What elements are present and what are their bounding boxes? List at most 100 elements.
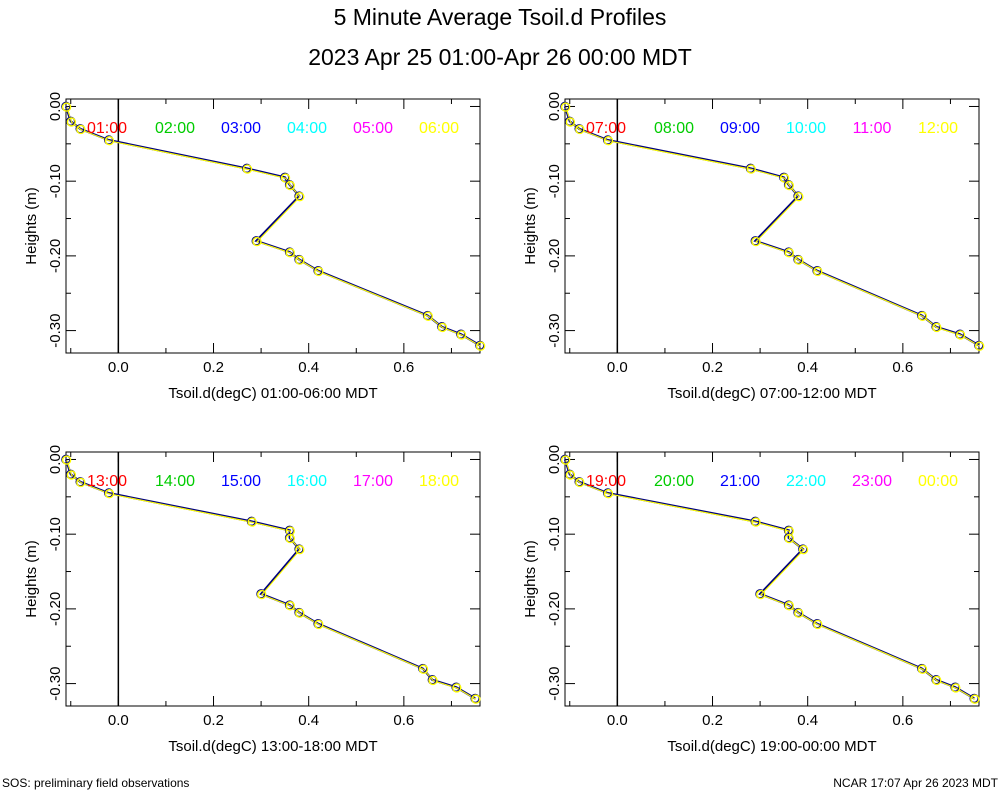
data-point <box>932 675 942 686</box>
plot-panel-4: 0.0 0.2 0.4 0.6 0.00 -0.10 -0.20 -0.30 Tsoil.d(d… <box>522 445 980 755</box>
x-tick-label: 0.2 <box>203 359 224 376</box>
x-tick-label: 0.4 <box>298 712 319 729</box>
y-axis-label: Heights (m) <box>23 187 40 265</box>
x-tick-label: 0.4 <box>298 359 319 376</box>
y-tick-label: 0.00 <box>47 445 64 474</box>
y-tick-label: -0.20 <box>546 592 563 626</box>
data-point <box>951 683 961 693</box>
data-point <box>813 266 823 277</box>
y-tick-label: 0.00 <box>47 92 64 121</box>
legend-hour-label: 10:00 <box>786 120 826 137</box>
legend-hour-label: 19:00 <box>586 473 626 490</box>
profile-line-dark <box>64 459 476 700</box>
profile-line <box>565 460 976 700</box>
plot-frame <box>65 451 481 707</box>
data-point <box>560 102 571 112</box>
data-point <box>575 124 585 135</box>
data-point <box>917 664 928 674</box>
y-axis-label: Heights (m) <box>23 540 40 618</box>
profile-line-dark <box>563 106 980 347</box>
data-point <box>475 341 486 351</box>
legend-hour-label: 01:00 <box>87 120 127 137</box>
data-point <box>66 470 77 480</box>
profile-line-dark <box>563 459 975 700</box>
x-tick-label: 0.6 <box>892 359 913 376</box>
y-tick-label: -0.10 <box>47 517 64 551</box>
y-tick-label: -0.10 <box>546 164 563 198</box>
footer-timestamp: NCAR 17:07 Apr 26 2023 MDT <box>833 776 998 790</box>
data-point <box>784 533 794 544</box>
data-point <box>452 683 462 693</box>
x-axis-label: Tsoil.d(degC) 07:00-12:00 MDT <box>667 385 876 402</box>
legend-hour-label: 12:00 <box>918 120 958 137</box>
data-point <box>285 180 295 191</box>
y-tick-label: -0.30 <box>546 313 563 347</box>
x-tick-label: 0.2 <box>702 359 723 376</box>
legend-hour-label: 00:00 <box>918 473 958 490</box>
data-point <box>61 455 72 465</box>
data-point <box>746 164 756 174</box>
x-axis-label: Tsoil.d(degC) 13:00-18:00 MDT <box>168 738 377 755</box>
data-point <box>66 117 77 127</box>
data-point <box>252 236 262 247</box>
data-point <box>247 517 257 527</box>
x-tick-label: 0.4 <box>797 712 818 729</box>
x-tick-label: 0.6 <box>892 712 913 729</box>
data-point <box>794 608 804 618</box>
data-point <box>257 589 267 600</box>
data-point <box>798 545 809 555</box>
data-point <box>917 311 928 321</box>
y-tick-label: -0.20 <box>47 592 64 626</box>
legend-hour-label: 14:00 <box>155 473 195 490</box>
x-tick-label: 0.2 <box>702 712 723 729</box>
data-point <box>603 488 614 499</box>
plot-frame <box>564 98 980 354</box>
data-point <box>565 117 576 127</box>
legend-hour-label: 16:00 <box>287 473 327 490</box>
x-tick-label: 0.6 <box>393 359 414 376</box>
x-tick-label: 0.0 <box>607 359 628 376</box>
data-point <box>242 164 253 174</box>
data-point <box>974 341 985 351</box>
x-axis-label: Tsoil.d(degC) 01:00-06:00 MDT <box>168 385 377 402</box>
legend-hour-label: 07:00 <box>586 120 626 137</box>
data-point <box>955 330 966 340</box>
data-point <box>456 330 467 340</box>
data-point <box>280 173 291 183</box>
legend-hour-label: 15:00 <box>221 473 261 490</box>
data-point <box>779 173 790 183</box>
profile-line <box>66 107 482 347</box>
data-point <box>932 322 942 333</box>
data-point <box>751 236 761 247</box>
plot-frame <box>564 451 980 707</box>
plot-frame <box>65 98 481 354</box>
legend-hour-label: 20:00 <box>654 473 694 490</box>
x-axis-label: Tsoil.d(degC) 19:00-00:00 MDT <box>667 738 876 755</box>
legend-hour-label: 22:00 <box>786 473 826 490</box>
data-point <box>61 102 72 112</box>
x-tick-label: 0.6 <box>393 712 414 729</box>
legend-hour-label: 08:00 <box>654 120 694 137</box>
data-point <box>813 619 823 630</box>
legend-hour-label: 18:00 <box>419 473 459 490</box>
data-point <box>603 135 614 146</box>
legend-hour-label: 11:00 <box>853 120 892 137</box>
data-point <box>794 192 804 202</box>
plot-panel-2: 0.0 0.2 0.4 0.6 0.00 -0.10 -0.20 -0.30 Tsoil.d(d… <box>522 92 985 402</box>
data-point <box>285 533 295 544</box>
data-point <box>970 694 980 704</box>
data-point <box>784 248 794 258</box>
legend-hour-label: 04:00 <box>287 120 327 137</box>
data-point <box>295 608 305 618</box>
data-point <box>295 545 305 555</box>
data-point <box>751 517 761 527</box>
data-point <box>285 248 295 258</box>
y-tick-label: -0.20 <box>546 239 563 273</box>
y-tick-label: 0.00 <box>546 92 563 121</box>
data-point <box>794 255 804 265</box>
y-tick-label: -0.30 <box>546 666 563 700</box>
y-tick-label: -0.30 <box>47 666 64 700</box>
data-point <box>104 488 115 499</box>
legend-hour-label: 02:00 <box>155 120 195 137</box>
